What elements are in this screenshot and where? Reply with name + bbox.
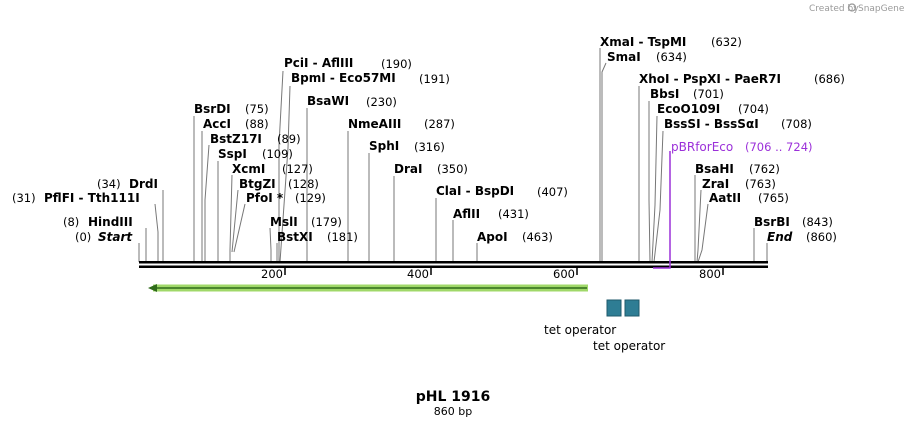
site-pos-aatii: (765) [758, 191, 789, 205]
site-name-acci[interactable]: AccI [203, 117, 231, 131]
site-name-sphi[interactable]: SphI [369, 139, 399, 153]
site-pos-drdi: (34) [97, 177, 121, 191]
site-name-ecoo109i[interactable]: EcoO109I [657, 102, 720, 116]
site-name-aflii[interactable]: AflII [453, 207, 480, 221]
site-name-end[interactable]: End [767, 230, 793, 244]
site-pos-drai: (350) [437, 162, 468, 176]
sequence-bottom-strand [139, 265, 768, 268]
site-name-bsssi-bsssai[interactable]: BssSI - BssSαI [664, 117, 759, 131]
site-pos-sphi: (316) [414, 140, 445, 154]
primer-pbrforeco[interactable]: pBRforEco (706 .. 724) [653, 140, 813, 269]
site-pos-btgzi: (128) [288, 177, 319, 191]
site-pos-bsrdi: (75) [245, 102, 269, 116]
site-name-pfoi[interactable]: PfoI * [246, 191, 284, 205]
site-name-apoi[interactable]: ApoI [477, 230, 508, 244]
ruler-ticks [284, 268, 724, 275]
site-pos-clai: (407) [537, 185, 568, 199]
feature-label-2: tet operator [593, 339, 665, 353]
site-pos-bsssi: (708) [781, 117, 812, 131]
site-name-zrai[interactable]: ZraI [702, 177, 729, 191]
site-pos-xmai: (632) [711, 35, 742, 49]
site-pos-bsawi: (230) [366, 95, 397, 109]
site-name-drdi[interactable]: DrdI [129, 177, 158, 191]
site-pos-nmeaiii: (287) [424, 117, 455, 131]
site-name-btgzi[interactable]: BtgZI [239, 177, 276, 191]
sequence-top-strand [139, 261, 768, 264]
site-name-start[interactable]: Start [98, 230, 133, 244]
primer-name: pBRforEco [671, 140, 733, 154]
site-pos-apoi: (463) [522, 230, 553, 244]
site-name-hindiii[interactable]: HindIII [88, 215, 133, 229]
site-pos-bpmi: (191) [419, 72, 450, 86]
site-pos-end: (860) [806, 230, 837, 244]
primer-range: (706 .. 724) [745, 140, 813, 154]
site-name-bsrdi[interactable]: BsrDI [194, 102, 231, 116]
site-name-xcmi[interactable]: XcmI [232, 162, 265, 176]
site-pos-start: (0) [75, 230, 91, 244]
tick-label-400: 400 [407, 267, 429, 281]
site-name-bstz17i[interactable]: BstZ17I [210, 132, 262, 146]
site-pos-aflii: (431) [498, 207, 529, 221]
site-name-clai-bspdi[interactable]: ClaI - BspDI [436, 184, 514, 198]
site-pos-smai: (634) [656, 50, 687, 64]
tick-label-200: 200 [261, 267, 283, 281]
site-name-xhoi-pspxi-paer7i[interactable]: XhoI - PspXI - PaeR7I [639, 72, 781, 86]
snapgene-logo-icon [847, 3, 857, 12]
site-name-smai[interactable]: SmaI [607, 50, 641, 64]
credit-text: Created by [809, 4, 859, 14]
tick-label-600: 600 [553, 267, 575, 281]
site-pos-xhoi: (686) [814, 72, 845, 86]
site-pos-ecoo109i: (704) [738, 102, 769, 116]
site-name-pflfi-tth111i[interactable]: PflFI - Tth111I [44, 191, 140, 205]
primer-arrow [653, 151, 671, 269]
site-name-xmai-tspmi[interactable]: XmaI - TspMI [600, 35, 686, 49]
site-pos-bsrbi: (843) [802, 215, 833, 229]
orf-arrow[interactable] [148, 284, 588, 292]
site-name-sspi[interactable]: SspI [218, 147, 247, 161]
tet-operator-box-2[interactable] [624, 299, 640, 317]
tick-label-800: 800 [699, 267, 721, 281]
feature-label-1: tet operator [544, 323, 616, 337]
leader-lines [138, 48, 768, 263]
site-pos-acci: (88) [245, 117, 269, 131]
site-pos-msli: (179) [311, 215, 342, 229]
site-name-bsrbi[interactable]: BsrBI [754, 215, 790, 229]
site-pos-pfoi: (129) [295, 191, 326, 205]
site-name-bpmi-eco57mi[interactable]: BpmI - Eco57MI [291, 71, 396, 85]
site-name-bsawi[interactable]: BsaWI [307, 94, 349, 108]
site-name-aatii[interactable]: AatII [709, 191, 741, 205]
site-pos-xcmi: (127) [282, 162, 313, 176]
site-pos-sspi: (109) [262, 147, 293, 161]
site-pos-zrai: (763) [745, 177, 776, 191]
site-name-bsahi[interactable]: BsaHI [695, 162, 734, 176]
plasmid-length: 860 bp [434, 405, 472, 418]
credit-brand: SnapGene [858, 4, 905, 14]
plasmid-name: pHL 1916 [416, 389, 491, 405]
site-name-pcii-afliii[interactable]: PciI - AflIII [284, 56, 353, 70]
site-name-drai[interactable]: DraI [394, 162, 422, 176]
site-pos-hindiii: (8) [63, 215, 79, 229]
site-pos-bstz17i: (89) [277, 132, 301, 146]
tet-operator-box-1[interactable] [606, 299, 622, 317]
site-name-bbsi[interactable]: BbsI [650, 87, 679, 101]
site-pos-bbsi: (701) [693, 87, 724, 101]
site-name-nmeaiii[interactable]: NmeAIII [348, 117, 401, 131]
site-pos-bstxi: (181) [327, 230, 358, 244]
site-name-bstxi[interactable]: BstXI [277, 230, 313, 244]
site-pos-pcii: (190) [381, 57, 412, 71]
site-name-msli[interactable]: MslI [270, 215, 298, 229]
snapgene-credit: Created by SnapGene [809, 3, 905, 14]
site-labels: (8) HindIII (0) Start (31) PflFI - Tth11… [12, 35, 845, 244]
site-pos-bsahi: (762) [749, 162, 780, 176]
site-pos-pflfi: (31) [12, 191, 36, 205]
